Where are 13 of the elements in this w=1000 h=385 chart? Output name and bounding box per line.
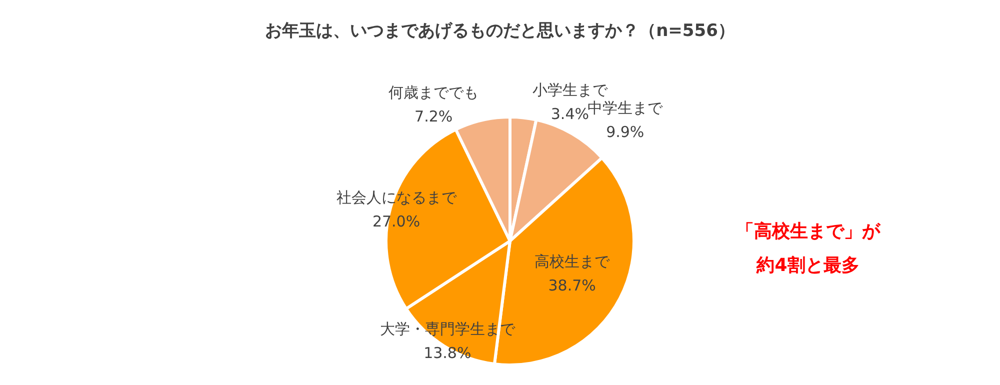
slice-label: 小学生まで [532,80,608,99]
slice-label: 中学生まで [588,98,664,117]
slice-label: 大学・専門学生まで [380,320,516,338]
chart-title: お年玉は、いつまであげるものだと思いますか？（n=556） [265,21,735,41]
slice-label: 高校生まで [534,252,611,270]
data-label: 7.2% [414,108,453,126]
text: 約4割と最多 [756,255,860,276]
data-label: 38.7% [548,276,596,294]
data-label: 9.9% [606,122,644,141]
data-label: 3.4% [550,104,589,123]
text: 「高校生まで」が [736,221,881,242]
slice-label: 社会人になるまで [336,188,458,207]
slice-label: 何歳まででも [388,84,479,102]
